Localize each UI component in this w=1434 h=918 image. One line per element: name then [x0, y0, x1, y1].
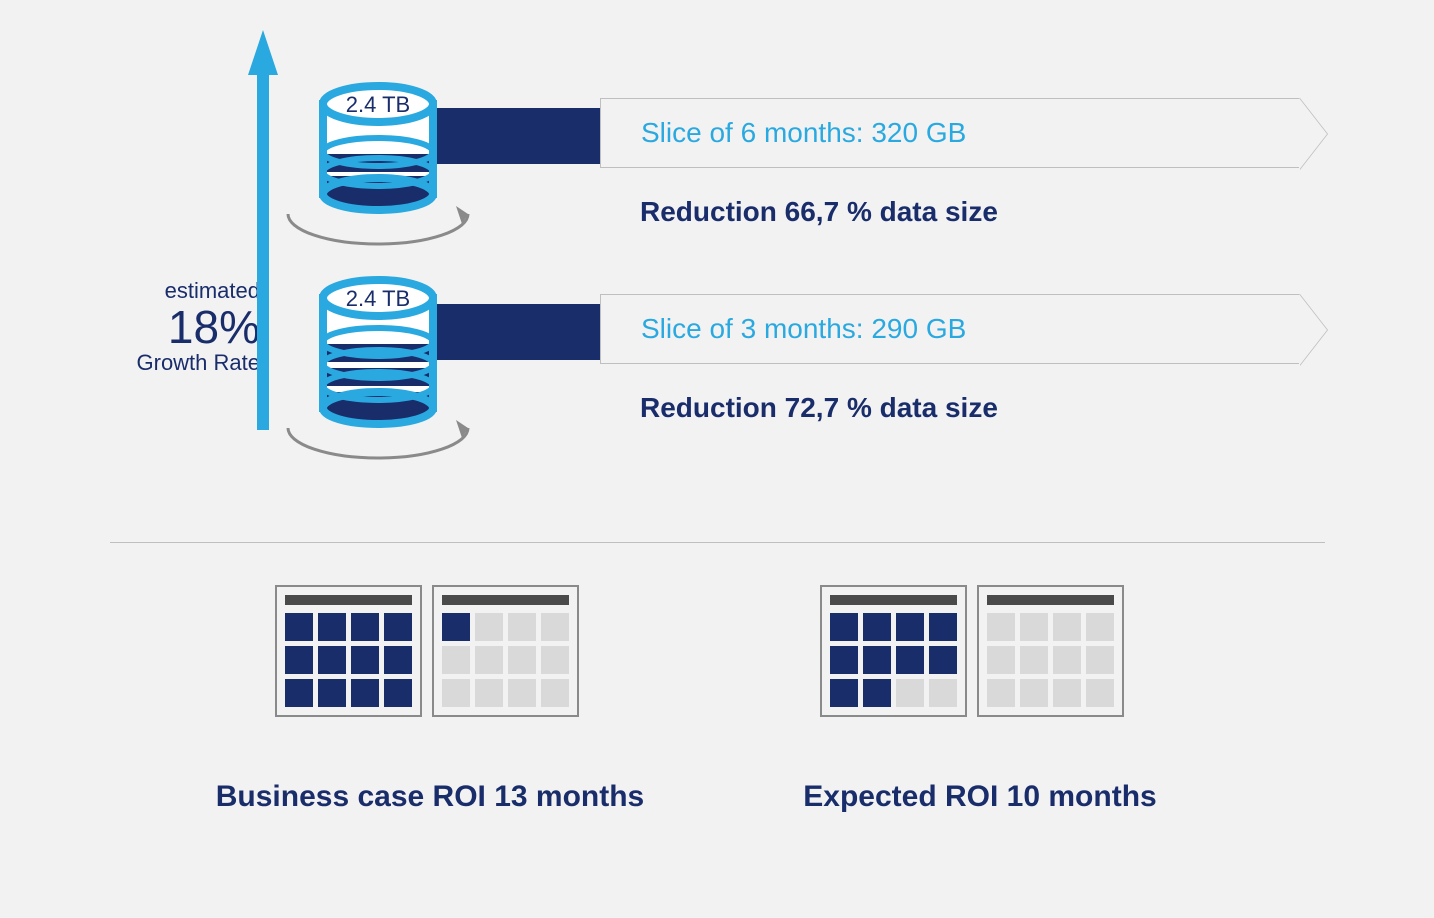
calendar-cell	[896, 679, 924, 707]
business-roi-label: Business case ROI 13 months	[180, 780, 680, 814]
calendar-cell	[830, 679, 858, 707]
calendar-header-bar	[442, 595, 569, 605]
top-reduction-text: Reduction 66,7 % data size	[640, 196, 998, 228]
calendar-cell	[929, 646, 957, 674]
calendar-cell	[508, 679, 536, 707]
calendar-cell	[830, 646, 858, 674]
calendar-cell	[351, 646, 379, 674]
calendar-cell	[351, 679, 379, 707]
calendar-cell	[896, 613, 924, 641]
top-cylinder: 2.4 TB	[268, 74, 488, 279]
calendar-cell	[442, 613, 470, 641]
calendar-cell	[1086, 613, 1114, 641]
calendar-cell	[863, 613, 891, 641]
growth-rate-label: estimated 18% Growth Rate	[90, 278, 260, 376]
calendar-cell	[285, 613, 313, 641]
calendar-header-bar	[830, 595, 957, 605]
calendar-cell	[351, 613, 379, 641]
calendar-cell	[896, 646, 924, 674]
calendar-icon	[977, 585, 1124, 717]
growth-percent-text: 18%	[90, 304, 260, 350]
calendar-cell	[475, 646, 503, 674]
infographic-canvas: estimated 18% Growth Rate Slice of 6 mon…	[0, 0, 1434, 918]
top-slice-text: Slice of 6 months: 320 GB	[601, 99, 1299, 149]
calendar-cell	[987, 646, 1015, 674]
expected-roi-label: Expected ROI 10 months	[770, 780, 1190, 814]
calendar-header-bar	[285, 595, 412, 605]
calendar-cell	[863, 679, 891, 707]
calendar-icon	[275, 585, 422, 717]
bottom-cylinder-size: 2.4 TB	[340, 286, 416, 312]
calendar-cell	[1086, 646, 1114, 674]
calendar-icon	[820, 585, 967, 717]
calendar-cell	[285, 646, 313, 674]
calendar-cell	[929, 679, 957, 707]
calendar-cell	[318, 646, 346, 674]
business-roi-calendars	[275, 585, 589, 717]
calendar-cell	[384, 613, 412, 641]
calendar-grid	[285, 613, 412, 707]
calendar-cell	[285, 679, 313, 707]
calendar-cell	[541, 646, 569, 674]
calendar-grid	[830, 613, 957, 707]
horizontal-divider	[110, 542, 1325, 543]
top-cylinder-size: 2.4 TB	[340, 92, 416, 118]
calendar-cell	[318, 613, 346, 641]
calendar-cell	[475, 679, 503, 707]
calendar-cell	[475, 613, 503, 641]
calendar-cell	[1053, 679, 1081, 707]
calendar-cell	[384, 646, 412, 674]
calendar-cell	[1020, 679, 1048, 707]
top-slice-callout: Slice of 6 months: 320 GB	[600, 98, 1300, 168]
calendar-grid	[987, 613, 1114, 707]
calendar-cell	[1020, 646, 1048, 674]
calendar-cell	[1020, 613, 1048, 641]
calendar-cell	[863, 646, 891, 674]
calendar-cell	[1053, 646, 1081, 674]
calendar-cell	[541, 613, 569, 641]
expected-roi-calendars	[820, 585, 1134, 717]
calendar-cell	[1086, 679, 1114, 707]
calendar-cell	[541, 679, 569, 707]
calendar-cell	[987, 613, 1015, 641]
bottom-slice-text: Slice of 3 months: 290 GB	[601, 295, 1299, 345]
calendar-grid	[442, 613, 569, 707]
calendar-cell	[830, 613, 858, 641]
calendar-cell	[987, 679, 1015, 707]
calendar-cell	[508, 613, 536, 641]
bottom-cylinder: 2.4 TB	[268, 268, 488, 493]
calendar-cell	[929, 613, 957, 641]
calendar-cell	[1053, 613, 1081, 641]
bottom-slice-callout: Slice of 3 months: 290 GB	[600, 294, 1300, 364]
calendar-cell	[384, 679, 412, 707]
calendar-icon	[432, 585, 579, 717]
calendar-cell	[442, 646, 470, 674]
calendar-cell	[442, 679, 470, 707]
calendar-header-bar	[987, 595, 1114, 605]
calendar-cell	[318, 679, 346, 707]
growth-rate-text: Growth Rate	[90, 350, 260, 376]
calendar-cell	[508, 646, 536, 674]
bottom-reduction-text: Reduction 72,7 % data size	[640, 392, 998, 424]
